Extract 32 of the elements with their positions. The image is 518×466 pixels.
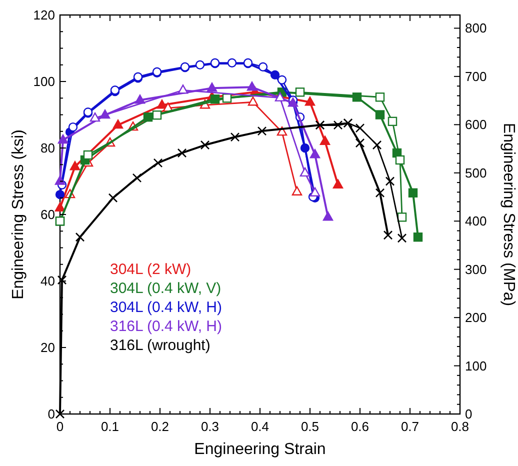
- y-tick-label: 0: [48, 406, 55, 422]
- text: 304L (2 kW): [110, 261, 192, 278]
- x-axis-title: Engineering Strain: [194, 441, 326, 458]
- y2-tick-label: 800: [465, 20, 487, 36]
- x-tick-label: 0.7: [400, 419, 420, 434]
- text: 316L (wrought): [110, 337, 210, 354]
- x-tick-label: 0.4: [250, 419, 270, 434]
- y-tick-label: 40: [40, 274, 55, 288]
- x-tick-label: 0.2: [150, 419, 170, 434]
- x-tick-label: 0.1: [100, 419, 120, 434]
- y-tick-label: 120: [33, 8, 55, 22]
- y2-tick-label: 500: [465, 165, 487, 180]
- y2-tick-label: 100: [465, 358, 487, 374]
- y2-tick-label: 700: [465, 68, 487, 84]
- text: 304L (0.4 kW, V): [110, 280, 222, 297]
- x-tick-label: 0.6: [350, 419, 370, 434]
- text: 304L (0.4 kW, H): [110, 299, 222, 316]
- y2-tick-label: 600: [465, 117, 487, 132]
- y2-tick-label: 200: [465, 310, 487, 326]
- x-tick-label: 0.5: [300, 419, 320, 434]
- y2-axis-title: Engineering Stress (MPa): [500, 122, 517, 306]
- y-axis-title: Engineering Stress (ksi): [10, 130, 27, 300]
- y-tick-label: 60: [40, 207, 55, 222]
- y-tick-label: 20: [40, 340, 55, 355]
- y2-tick-label: 400: [465, 214, 487, 229]
- y2-tick-label: 0: [465, 406, 472, 422]
- y-tick-label: 100: [33, 74, 55, 89]
- y2-tick-label: 300: [465, 262, 487, 277]
- text: 316L (0.4 kW, H): [110, 318, 222, 335]
- x-tick-label: 0.8: [450, 419, 470, 434]
- y-tick-label: 80: [40, 140, 55, 156]
- x-tick-label: 0.3: [200, 419, 220, 434]
